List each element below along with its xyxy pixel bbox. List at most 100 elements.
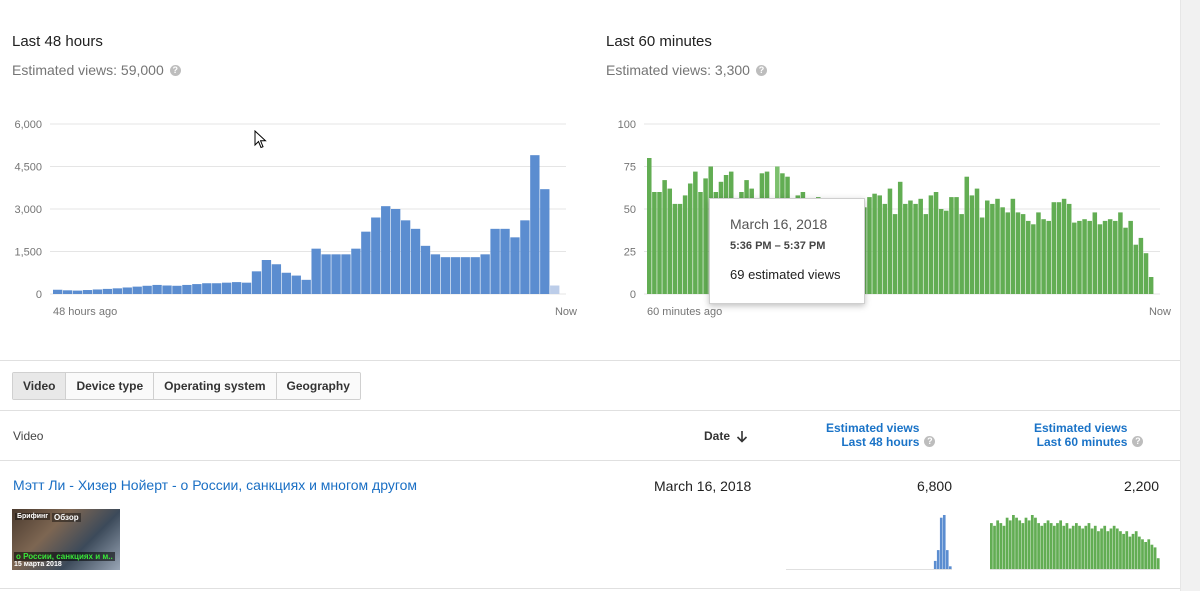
bar[interactable] <box>882 203 888 294</box>
bar[interactable] <box>1072 222 1077 294</box>
bar[interactable] <box>657 192 662 294</box>
bar[interactable] <box>381 206 391 294</box>
bar[interactable] <box>974 188 980 294</box>
bar[interactable] <box>480 254 490 294</box>
bar[interactable] <box>1113 220 1118 294</box>
bar[interactable] <box>331 254 341 294</box>
column-header-views-48h[interactable]: Estimated views Last 48 hours ? <box>826 421 936 449</box>
bar[interactable] <box>1133 244 1139 294</box>
bar[interactable] <box>672 203 678 294</box>
bar[interactable] <box>430 254 441 294</box>
bar[interactable] <box>182 284 192 294</box>
bar[interactable] <box>321 254 331 294</box>
bar[interactable] <box>1041 219 1046 294</box>
bar[interactable] <box>212 283 222 294</box>
bar[interactable] <box>1123 227 1128 294</box>
bar[interactable] <box>1031 224 1036 294</box>
bar[interactable] <box>959 214 964 294</box>
bar[interactable] <box>450 257 460 294</box>
bar[interactable] <box>979 217 985 295</box>
bar[interactable] <box>954 197 959 294</box>
bar[interactable] <box>928 195 934 294</box>
bar[interactable] <box>202 283 212 294</box>
bar[interactable] <box>530 155 540 294</box>
bar[interactable] <box>1020 214 1026 294</box>
bar[interactable] <box>460 257 470 294</box>
bar[interactable] <box>1010 198 1016 294</box>
bar[interactable] <box>652 192 657 294</box>
bar[interactable] <box>62 290 73 294</box>
bar[interactable] <box>903 203 908 294</box>
help-icon[interactable]: ? <box>755 64 767 76</box>
bar[interactable] <box>995 198 1000 294</box>
bar[interactable] <box>271 264 282 294</box>
bar[interactable] <box>251 271 262 294</box>
tab-device-type[interactable]: Device type <box>66 373 155 399</box>
bar[interactable] <box>1051 202 1057 294</box>
bar[interactable] <box>420 245 431 294</box>
bar[interactable] <box>1036 212 1041 294</box>
bar[interactable] <box>162 285 172 295</box>
bar[interactable] <box>1066 203 1072 294</box>
bar[interactable] <box>677 203 683 294</box>
bar[interactable] <box>231 282 242 294</box>
tab-geography[interactable]: Geography <box>276 373 360 399</box>
bar[interactable] <box>281 272 291 294</box>
bar[interactable] <box>923 214 929 294</box>
bar[interactable] <box>938 209 944 294</box>
bar[interactable] <box>122 287 132 294</box>
bar[interactable] <box>53 289 63 294</box>
bar[interactable] <box>1097 224 1103 294</box>
bar[interactable] <box>969 195 975 294</box>
video-title-link[interactable]: Мэтт Ли - Хизер Нойерт - о России, санкц… <box>13 477 418 493</box>
bar[interactable] <box>1082 219 1087 294</box>
bar[interactable] <box>1046 220 1051 294</box>
bar[interactable] <box>1143 253 1149 294</box>
bar[interactable] <box>361 231 371 294</box>
bar[interactable] <box>687 183 693 295</box>
bar[interactable] <box>152 284 162 294</box>
scrollbar-track[interactable] <box>1180 0 1200 591</box>
bar[interactable] <box>241 282 252 294</box>
bar[interactable] <box>1061 198 1067 294</box>
bar[interactable] <box>908 200 913 295</box>
bar[interactable] <box>887 188 893 294</box>
bar[interactable] <box>540 189 550 294</box>
bar[interactable] <box>1138 237 1144 294</box>
bar[interactable] <box>964 176 970 294</box>
bar[interactable] <box>1077 220 1082 294</box>
bar[interactable] <box>897 181 903 294</box>
bar[interactable] <box>1087 220 1092 294</box>
bar[interactable] <box>1092 212 1098 294</box>
bar[interactable] <box>410 228 421 294</box>
bar[interactable] <box>82 290 93 294</box>
bar[interactable] <box>682 195 688 294</box>
bar[interactable] <box>647 158 652 294</box>
bar[interactable] <box>867 197 872 294</box>
bar[interactable] <box>1025 220 1031 294</box>
bar[interactable] <box>470 257 480 294</box>
column-header-video[interactable]: Video <box>13 429 44 443</box>
bar[interactable] <box>400 220 411 294</box>
bar[interactable] <box>301 279 311 294</box>
bar[interactable] <box>913 203 918 294</box>
bar[interactable] <box>1015 212 1021 294</box>
bar[interactable] <box>341 254 351 294</box>
help-icon[interactable]: ? <box>169 64 181 76</box>
bar[interactable] <box>391 209 401 294</box>
bar[interactable] <box>1128 220 1133 294</box>
bar[interactable] <box>703 178 708 294</box>
bar[interactable] <box>291 275 301 294</box>
bar[interactable] <box>990 203 995 294</box>
bar[interactable] <box>172 285 182 294</box>
bar[interactable] <box>1056 202 1062 294</box>
bar[interactable] <box>102 288 113 294</box>
bar[interactable] <box>112 288 122 294</box>
bar[interactable] <box>1102 220 1108 294</box>
bar[interactable] <box>72 290 83 294</box>
bar[interactable] <box>662 180 667 294</box>
bar[interactable] <box>693 171 698 294</box>
bar[interactable] <box>440 257 451 294</box>
tab-video[interactable]: Video <box>13 373 67 399</box>
bar[interactable] <box>490 228 500 294</box>
